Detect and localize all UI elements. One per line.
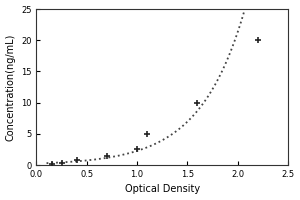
X-axis label: Optical Density: Optical Density [124, 184, 200, 194]
Y-axis label: Concentration(ng/mL): Concentration(ng/mL) [6, 33, 16, 141]
